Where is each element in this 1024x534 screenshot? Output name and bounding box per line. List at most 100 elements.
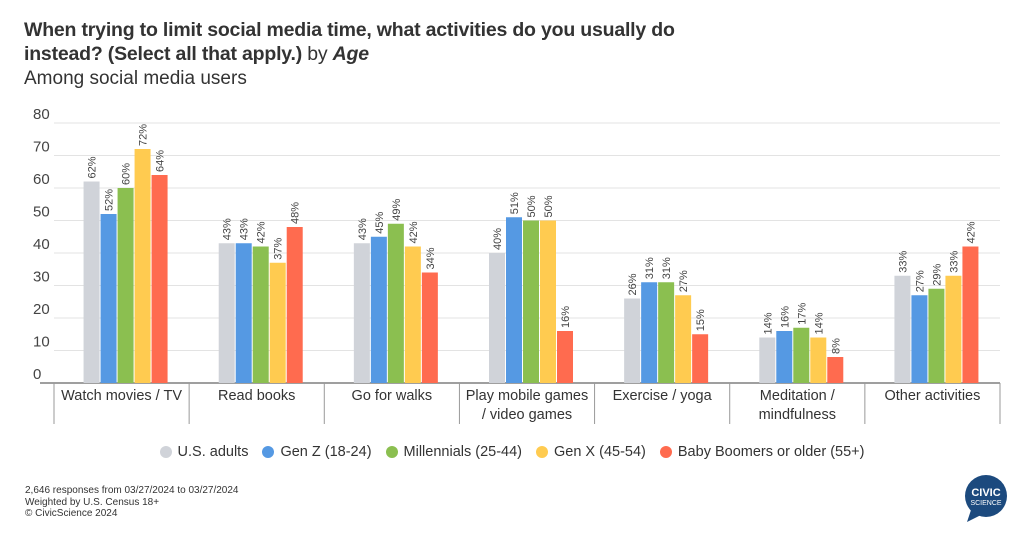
chart-legend: U.S. adults Gen Z (18-24) Millennials (25-… <box>0 444 1024 460</box>
data-label: 15% <box>695 309 707 331</box>
chart-title: When trying to limit social media time, … <box>24 18 744 66</box>
data-label: 27% <box>678 270 690 292</box>
legend-item: U.S. adults <box>159 444 249 460</box>
data-label: 62% <box>87 156 99 178</box>
bar <box>810 337 827 383</box>
bar <box>540 220 556 383</box>
legend-swatch-icon <box>385 446 398 458</box>
y-tick-label: 0 <box>33 366 41 383</box>
bar <box>100 214 117 383</box>
data-label: 29% <box>931 264 943 286</box>
data-label: 34% <box>425 247 437 269</box>
x-tick-label: Play mobile games <box>466 388 589 404</box>
data-label: 14% <box>762 312 774 334</box>
legend-label: Gen X (45-54) <box>554 444 646 460</box>
bar <box>235 243 252 383</box>
data-label: 42% <box>256 221 268 243</box>
bar <box>252 246 269 383</box>
civicscience-logo: CIVIC SCIENCE <box>965 475 1007 522</box>
x-tick-label: Go for walks <box>352 388 433 404</box>
bar <box>557 331 573 383</box>
data-label: 37% <box>273 238 285 260</box>
bar <box>83 181 100 383</box>
legend-swatch-icon <box>659 446 672 458</box>
legend-swatch-icon <box>159 446 172 458</box>
bar-chart: 0 10 20 30 40 50 60 70 80 62% 52% 60% 72% 64% Watch mo… <box>33 106 1001 424</box>
data-label: 50% <box>526 195 538 217</box>
bar <box>894 275 911 383</box>
data-label: 43% <box>357 218 369 240</box>
data-label: 43% <box>222 218 234 240</box>
data-label: 51% <box>509 192 521 214</box>
data-label: 42% <box>408 221 420 243</box>
chart-subtitle: Among social media users <box>24 68 247 89</box>
data-label: 60% <box>121 163 133 185</box>
legend-label: U.S. adults <box>177 444 249 460</box>
bar <box>776 331 793 383</box>
bar <box>117 188 134 383</box>
title-bold: When trying to limit social media time, … <box>24 19 675 65</box>
data-label: 48% <box>290 202 302 224</box>
x-tick-label: Other activities <box>884 388 980 404</box>
data-label: 45% <box>374 212 386 234</box>
y-tick-label: 70 <box>33 139 50 156</box>
bar <box>658 282 675 383</box>
bar <box>911 295 928 383</box>
bar <box>218 243 235 383</box>
x-tick-label: Read books <box>218 388 295 404</box>
x-tick-label: Watch movies / TV <box>61 388 182 404</box>
bar <box>506 217 522 383</box>
bar <box>928 288 945 383</box>
logo-bubble-icon <box>965 475 1007 517</box>
x-tick-label: Meditation / <box>760 388 836 404</box>
bar <box>523 220 539 383</box>
bar <box>641 282 658 383</box>
y-tick-label: 30 <box>33 269 50 286</box>
data-label: 14% <box>813 312 825 334</box>
bar <box>269 262 286 383</box>
title-by: by <box>302 43 333 65</box>
data-label: 27% <box>914 270 926 292</box>
data-label: 16% <box>779 306 791 328</box>
legend-item: Gen Z (18-24) <box>262 444 372 460</box>
data-label: 42% <box>965 221 977 243</box>
data-label: 33% <box>948 251 960 273</box>
bar <box>421 272 438 383</box>
data-label: 64% <box>155 150 167 172</box>
title-age: Age <box>332 43 369 65</box>
bar <box>793 327 810 383</box>
data-label: 31% <box>661 257 673 279</box>
bar <box>370 236 387 383</box>
bar <box>151 175 168 383</box>
bar <box>962 246 979 383</box>
data-label: 17% <box>796 303 808 325</box>
legend-item: Millennials (25-44) <box>385 444 522 460</box>
data-label: 26% <box>627 273 639 295</box>
data-label: 8% <box>830 338 842 354</box>
footer-copyright: © CivicScience 2024 <box>25 508 118 519</box>
legend-label: Gen Z (18-24) <box>280 444 372 460</box>
data-label: 33% <box>897 251 909 273</box>
data-label: 40% <box>492 228 504 250</box>
bar <box>759 337 776 383</box>
bar <box>404 246 421 383</box>
y-tick-label: 60 <box>33 171 50 188</box>
bar <box>675 295 692 383</box>
x-tick-label: Exercise / yoga <box>613 388 713 404</box>
bar <box>827 357 844 383</box>
data-label: 43% <box>239 218 251 240</box>
y-tick-label: 20 <box>33 301 50 318</box>
logo-bubble-tail-icon <box>967 510 981 522</box>
data-label: 52% <box>104 189 116 211</box>
y-tick-label: 40 <box>33 236 50 253</box>
bar <box>387 223 404 383</box>
bar <box>624 298 641 383</box>
bar <box>286 227 303 383</box>
legend-item: Baby Boomers or older (55+) <box>659 444 864 460</box>
y-tick-label: 50 <box>33 204 50 221</box>
legend-label: Millennials (25-44) <box>403 444 522 460</box>
footer-responses: 2,646 responses from 03/27/2024 to 03/27… <box>25 485 239 496</box>
data-label: 50% <box>543 195 555 217</box>
legend-item: Gen X (45-54) <box>536 444 646 460</box>
data-label: 72% <box>138 124 150 146</box>
